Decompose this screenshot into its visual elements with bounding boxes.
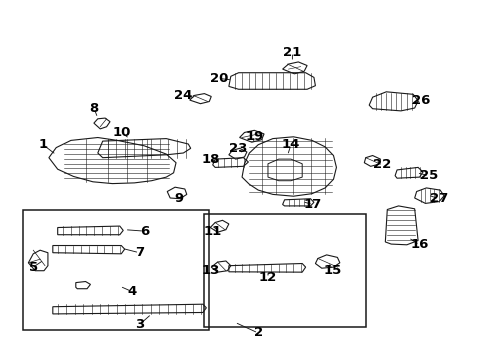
- Text: 20: 20: [209, 72, 228, 85]
- Text: 27: 27: [429, 192, 447, 205]
- Text: 17: 17: [303, 198, 322, 211]
- Text: 12: 12: [258, 271, 277, 284]
- Text: 6: 6: [140, 225, 148, 238]
- Text: 2: 2: [253, 327, 262, 339]
- Text: 25: 25: [419, 169, 438, 182]
- Text: 26: 26: [411, 94, 430, 107]
- Text: 18: 18: [201, 153, 219, 166]
- Text: 11: 11: [203, 225, 222, 238]
- Text: 22: 22: [372, 158, 391, 171]
- Text: 3: 3: [135, 318, 143, 331]
- Bar: [204, 214, 365, 327]
- Text: 5: 5: [29, 261, 38, 274]
- Text: 1: 1: [39, 138, 47, 151]
- Text: 23: 23: [229, 142, 247, 155]
- Text: 16: 16: [409, 238, 428, 251]
- Bar: [23, 210, 209, 330]
- Text: 10: 10: [112, 126, 130, 139]
- Text: 21: 21: [283, 46, 301, 59]
- Text: 24: 24: [174, 89, 192, 102]
- Text: 13: 13: [202, 264, 220, 277]
- Text: 8: 8: [89, 102, 98, 114]
- Text: 14: 14: [281, 138, 300, 151]
- Text: 15: 15: [323, 264, 341, 276]
- Text: 9: 9: [174, 192, 183, 205]
- Text: 19: 19: [244, 130, 263, 143]
- Text: 7: 7: [135, 246, 143, 259]
- Text: 4: 4: [127, 285, 136, 298]
